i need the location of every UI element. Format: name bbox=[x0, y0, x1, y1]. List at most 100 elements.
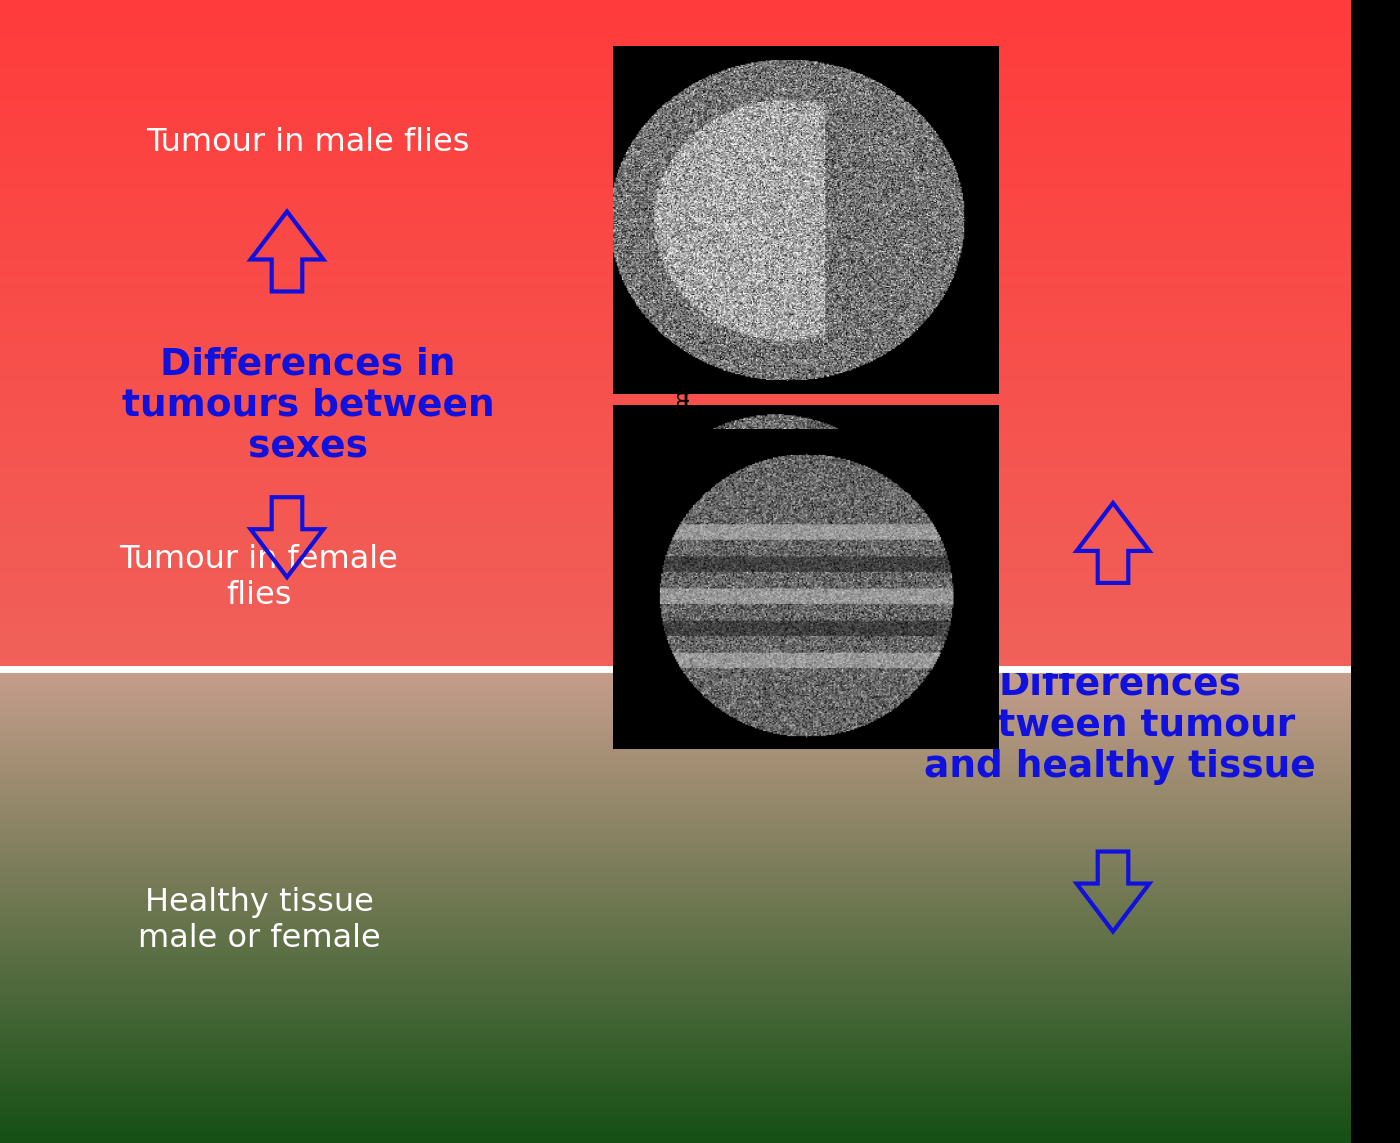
Bar bbox=[0, 700, 1400, 702]
Bar bbox=[0, 1055, 1400, 1057]
Bar bbox=[0, 676, 1400, 678]
Bar bbox=[0, 1022, 1400, 1024]
Bar bbox=[0, 705, 1400, 709]
Bar bbox=[0, 887, 1400, 890]
Bar bbox=[0, 786, 1400, 789]
Bar bbox=[0, 808, 1400, 812]
Bar bbox=[0, 433, 1400, 437]
Bar bbox=[0, 1001, 1400, 1004]
Bar bbox=[0, 405, 1400, 408]
Bar bbox=[0, 170, 1400, 174]
Bar bbox=[0, 159, 1400, 162]
Bar bbox=[0, 605, 1400, 608]
Bar bbox=[0, 224, 1400, 227]
Bar bbox=[0, 912, 1400, 916]
Bar bbox=[0, 681, 1400, 685]
Bar bbox=[0, 424, 1400, 427]
Bar bbox=[0, 737, 1400, 740]
Bar bbox=[0, 817, 1400, 821]
Bar bbox=[0, 1100, 1400, 1102]
Bar bbox=[0, 621, 1400, 624]
Bar bbox=[0, 489, 1400, 493]
Bar bbox=[0, 750, 1400, 752]
Bar bbox=[0, 65, 1400, 69]
Bar bbox=[0, 142, 1400, 145]
Bar bbox=[0, 861, 1400, 863]
Bar bbox=[0, 203, 1400, 207]
Bar bbox=[0, 1122, 1400, 1126]
Bar bbox=[0, 1096, 1400, 1098]
Bar bbox=[0, 845, 1400, 847]
Bar bbox=[0, 751, 1400, 754]
Bar bbox=[0, 469, 1400, 472]
Bar bbox=[0, 986, 1400, 990]
Bar bbox=[0, 906, 1400, 909]
Bar bbox=[0, 306, 1400, 310]
Bar bbox=[0, 769, 1400, 772]
Bar bbox=[0, 928, 1400, 932]
Bar bbox=[0, 770, 1400, 773]
Bar bbox=[0, 287, 1400, 290]
Bar bbox=[0, 800, 1400, 804]
Bar bbox=[0, 1054, 1400, 1056]
Bar bbox=[0, 458, 1400, 462]
Bar bbox=[0, 88, 1400, 91]
Bar bbox=[0, 696, 1400, 698]
Bar bbox=[0, 200, 1400, 202]
Bar bbox=[0, 238, 1400, 241]
Bar bbox=[0, 833, 1400, 837]
Bar bbox=[0, 679, 1400, 681]
Bar bbox=[0, 897, 1400, 900]
Bar bbox=[0, 576, 1400, 580]
Bar bbox=[0, 543, 1400, 546]
Bar bbox=[0, 815, 1400, 817]
Bar bbox=[0, 1135, 1400, 1138]
Bar bbox=[0, 869, 1400, 871]
Bar bbox=[0, 335, 1400, 338]
Bar bbox=[0, 941, 1400, 944]
Bar bbox=[0, 829, 1400, 831]
Bar bbox=[0, 799, 1400, 801]
Bar bbox=[0, 1108, 1400, 1110]
Bar bbox=[0, 1033, 1400, 1036]
Bar bbox=[0, 37, 1400, 40]
Bar bbox=[0, 1015, 1400, 1018]
Bar bbox=[0, 796, 1400, 798]
Bar bbox=[0, 334, 1400, 336]
Bar bbox=[0, 685, 1400, 688]
Bar bbox=[0, 442, 1400, 446]
Bar bbox=[0, 925, 1400, 928]
Bar bbox=[0, 30, 1400, 33]
Bar bbox=[0, 911, 1400, 913]
Bar bbox=[0, 717, 1400, 719]
Bar bbox=[0, 34, 1400, 38]
Bar bbox=[0, 552, 1400, 555]
Bar bbox=[0, 961, 1400, 965]
Bar bbox=[0, 369, 1400, 373]
Bar bbox=[0, 816, 1400, 818]
Bar bbox=[0, 1097, 1400, 1101]
Bar bbox=[0, 920, 1400, 924]
Bar bbox=[0, 957, 1400, 960]
Bar bbox=[0, 1137, 1400, 1140]
Bar bbox=[0, 463, 1400, 466]
Bar bbox=[0, 250, 1400, 254]
Bar bbox=[0, 59, 1400, 63]
Bar bbox=[0, 226, 1400, 230]
Bar bbox=[0, 849, 1400, 852]
Bar bbox=[0, 966, 1400, 969]
Bar bbox=[0, 1117, 1400, 1119]
Bar bbox=[0, 19, 1400, 23]
Bar bbox=[0, 1042, 1400, 1045]
Bar bbox=[0, 112, 1400, 115]
Bar bbox=[0, 874, 1400, 878]
Bar bbox=[0, 776, 1400, 780]
Bar bbox=[0, 873, 1400, 876]
Bar bbox=[0, 245, 1400, 247]
Bar bbox=[0, 184, 1400, 187]
Bar bbox=[0, 821, 1400, 824]
Bar bbox=[0, 1010, 1400, 1014]
Bar bbox=[0, 491, 1400, 495]
Bar bbox=[0, 837, 1400, 839]
Bar bbox=[0, 154, 1400, 158]
